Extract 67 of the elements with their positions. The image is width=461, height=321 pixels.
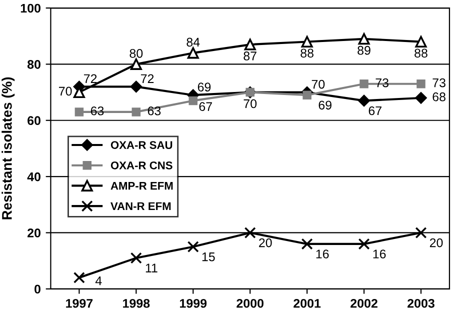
point xyxy=(188,96,198,106)
point xyxy=(358,238,370,250)
point xyxy=(301,36,313,48)
x-tick-label: 2000 xyxy=(236,298,264,308)
point xyxy=(187,47,199,59)
data-label: 63 xyxy=(90,106,104,116)
legend-label: OXA-R SAU xyxy=(110,141,172,149)
data-label: 73 xyxy=(432,78,446,88)
point xyxy=(130,252,142,264)
data-label: 88 xyxy=(300,48,314,58)
data-label: 16 xyxy=(373,250,386,258)
data-label: 20 xyxy=(259,238,272,248)
data-label: 89 xyxy=(358,46,370,55)
data-label: 15 xyxy=(202,252,215,262)
data-label: 4 xyxy=(95,276,102,286)
point xyxy=(358,33,370,45)
x-tick-label: 2001 xyxy=(294,298,321,308)
point xyxy=(130,80,142,92)
data-label: 11 xyxy=(146,264,158,272)
point xyxy=(415,36,427,48)
point xyxy=(415,226,427,238)
data-label: 80 xyxy=(130,48,143,58)
data-label: 69 xyxy=(198,82,211,92)
data-label: 63 xyxy=(148,106,161,116)
data-label: 72 xyxy=(84,74,97,83)
x-tick-label: 2002 xyxy=(350,298,378,308)
y-tick-label: 60 xyxy=(28,116,40,126)
y-tick-label: 80 xyxy=(27,60,40,69)
data-label: 68 xyxy=(432,92,446,102)
legend-label: OXA-R CNS xyxy=(110,161,172,170)
point xyxy=(244,38,256,50)
point xyxy=(416,79,426,88)
x-tick-label: 2003 xyxy=(408,298,434,308)
point xyxy=(187,241,199,253)
y-tick-label: 20 xyxy=(28,228,40,238)
point xyxy=(415,92,427,104)
data-label: 70 xyxy=(58,86,72,96)
data-label: 73 xyxy=(376,78,388,88)
x-tick-label: 1999 xyxy=(180,298,207,308)
point xyxy=(73,272,85,284)
point xyxy=(74,108,84,116)
y-tick-label: 40 xyxy=(27,172,40,182)
y-tick-label: 0 xyxy=(34,284,40,294)
data-label: 67 xyxy=(199,102,212,112)
point xyxy=(302,90,312,100)
point xyxy=(360,79,368,88)
data-label: 16 xyxy=(316,250,329,258)
y-tick-label: 100 xyxy=(20,4,40,13)
data-label: 87 xyxy=(244,52,256,60)
x-tick-label: 1997 xyxy=(66,298,93,308)
legend-label: VAN-R EFM xyxy=(110,202,171,210)
data-label: 70 xyxy=(244,99,257,108)
point xyxy=(130,58,142,70)
point xyxy=(301,238,313,250)
data-label: 69 xyxy=(318,100,332,110)
point xyxy=(358,94,370,107)
y-axis-title: Resistant isolates (%) xyxy=(2,77,15,220)
data-label: 20 xyxy=(430,238,443,248)
data-label: 67 xyxy=(368,106,382,116)
legend-label: AMP-R EFM xyxy=(110,182,173,190)
data-label: 70 xyxy=(312,80,325,89)
data-label: 88 xyxy=(414,48,428,58)
data-label: 72 xyxy=(140,74,154,83)
x-tick-label: 1998 xyxy=(123,298,150,308)
point xyxy=(132,108,141,116)
point xyxy=(244,226,256,238)
data-label: 84 xyxy=(186,38,200,47)
